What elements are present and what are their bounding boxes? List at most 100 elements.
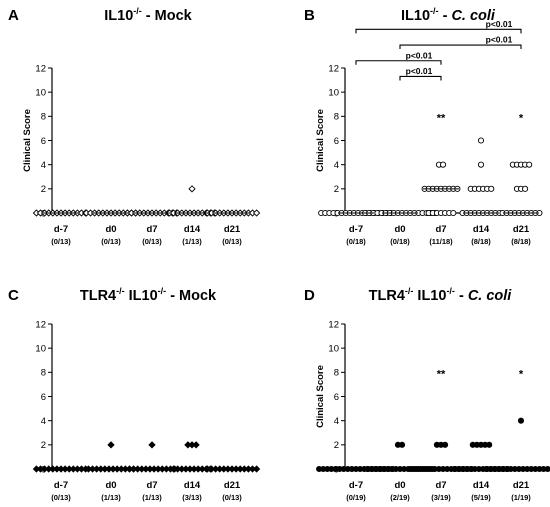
x-count-label: (0/13) (101, 237, 121, 246)
data-point (517, 417, 525, 424)
panel-title: IL10-/- - C. coli (401, 6, 496, 24)
bracket-label: p<0.01 (406, 50, 433, 60)
data-point (148, 441, 156, 449)
data-point (450, 209, 457, 217)
x-count-label: (0/13) (222, 493, 242, 502)
data-point (107, 441, 115, 449)
bracket-line (355, 28, 522, 34)
x-count-label: (0/13) (51, 237, 71, 246)
x-category-label: d-7 (54, 224, 68, 235)
x-count-label: (1/13) (182, 237, 202, 246)
data-point (522, 185, 529, 192)
panel-letter: B (304, 7, 315, 24)
bracket-line (355, 60, 442, 65)
y-tick-label: 10 (35, 87, 46, 98)
y-tick-label: 8 (334, 112, 339, 123)
x-category-label: d7 (146, 224, 157, 235)
x-count-label: (1/13) (101, 493, 121, 502)
panel-letter: C (8, 287, 19, 304)
y-tick-label: 6 (41, 392, 46, 403)
bracket-line (399, 75, 442, 81)
x-count-label: (0/18) (346, 237, 366, 246)
significance-mark: ** (437, 368, 446, 380)
data-point (544, 465, 550, 473)
y-tick-label: 10 (328, 87, 339, 98)
y-tick-label: 6 (334, 136, 339, 147)
x-category-label: d14 (184, 224, 201, 235)
data-point (477, 137, 485, 144)
x-category-label: d21 (224, 224, 241, 235)
x-category-label: d14 (473, 224, 490, 235)
title-italic: C. coli (468, 288, 512, 304)
y-tick-label: 12 (35, 319, 46, 330)
y-tick-label: 12 (328, 319, 339, 330)
x-category-label: d7 (435, 224, 446, 235)
x-category-label: d0 (105, 480, 116, 491)
y-tick-label: 4 (334, 160, 339, 171)
title-text: IL10 (125, 288, 158, 304)
bracket-label: p<0.01 (486, 19, 513, 29)
panel-letter: D (304, 287, 315, 304)
panel-letter: A (8, 7, 19, 24)
y-tick-label: 2 (41, 440, 46, 451)
y-tick-label: 12 (35, 63, 46, 74)
y-tick-label: 2 (41, 184, 46, 195)
data-point (488, 185, 495, 192)
panel-title: IL10-/- - Mock (104, 6, 192, 24)
data-point (526, 161, 533, 168)
y-tick-label: 12 (328, 63, 339, 74)
x-category-label: d7 (146, 480, 157, 491)
panel-title: TLR4-/- IL10-/- - Mock (80, 286, 217, 304)
title-text: - Mock (142, 8, 193, 24)
y-tick-label: 10 (328, 343, 339, 354)
significance-mark: ** (437, 112, 446, 124)
x-category-label: d-7 (349, 480, 363, 491)
x-category-label: d0 (105, 224, 116, 235)
significance-mark: * (519, 368, 524, 380)
x-count-label: (0/18) (390, 237, 410, 246)
x-count-label: (8/18) (471, 237, 491, 246)
data-point (477, 161, 485, 168)
y-tick-label: 2 (334, 440, 339, 451)
y-axis-label: Clinical Score (315, 109, 326, 172)
title-superscript: -/- (446, 286, 455, 296)
x-category-label: d-7 (54, 480, 68, 491)
bracket-label: p<0.01 (406, 66, 433, 76)
x-category-label: d21 (513, 224, 530, 235)
x-category-label: d-7 (349, 224, 363, 235)
x-count-label: (0/13) (222, 237, 242, 246)
bracket-label: p<0.01 (486, 35, 513, 45)
x-category-label: d14 (184, 480, 201, 491)
x-count-label: (8/18) (511, 237, 531, 246)
title-text: - (455, 288, 468, 304)
y-tick-label: 6 (41, 136, 46, 147)
y-tick-label: 4 (334, 416, 339, 427)
x-count-label: (0/19) (346, 493, 366, 502)
y-tick-label: 8 (41, 368, 46, 379)
panel-title: TLR4-/- IL10-/- - C. coli (369, 286, 513, 304)
title-superscript: -/- (116, 286, 125, 296)
x-count-label: (0/13) (142, 237, 162, 246)
data-point (486, 441, 493, 448)
x-category-label: d0 (394, 480, 405, 491)
data-point (439, 161, 447, 168)
title-text: - Mock (166, 288, 217, 304)
y-tick-label: 8 (41, 112, 46, 123)
title-italic: C. coli (451, 8, 495, 24)
y-tick-label: 6 (334, 392, 339, 403)
x-count-label: (1/13) (142, 493, 162, 502)
title-text: IL10 (413, 288, 446, 304)
x-category-label: d21 (224, 480, 241, 491)
x-category-label: d21 (513, 480, 530, 491)
x-count-label: (3/19) (431, 493, 451, 502)
title-superscript: -/- (133, 6, 142, 16)
x-count-label: (0/13) (51, 493, 71, 502)
y-tick-label: 4 (41, 416, 46, 427)
title-text: TLR4 (369, 288, 405, 304)
x-count-label: (5/19) (471, 493, 491, 502)
x-count-label: (11/18) (429, 237, 453, 246)
x-count-label: (2/19) (390, 493, 410, 502)
